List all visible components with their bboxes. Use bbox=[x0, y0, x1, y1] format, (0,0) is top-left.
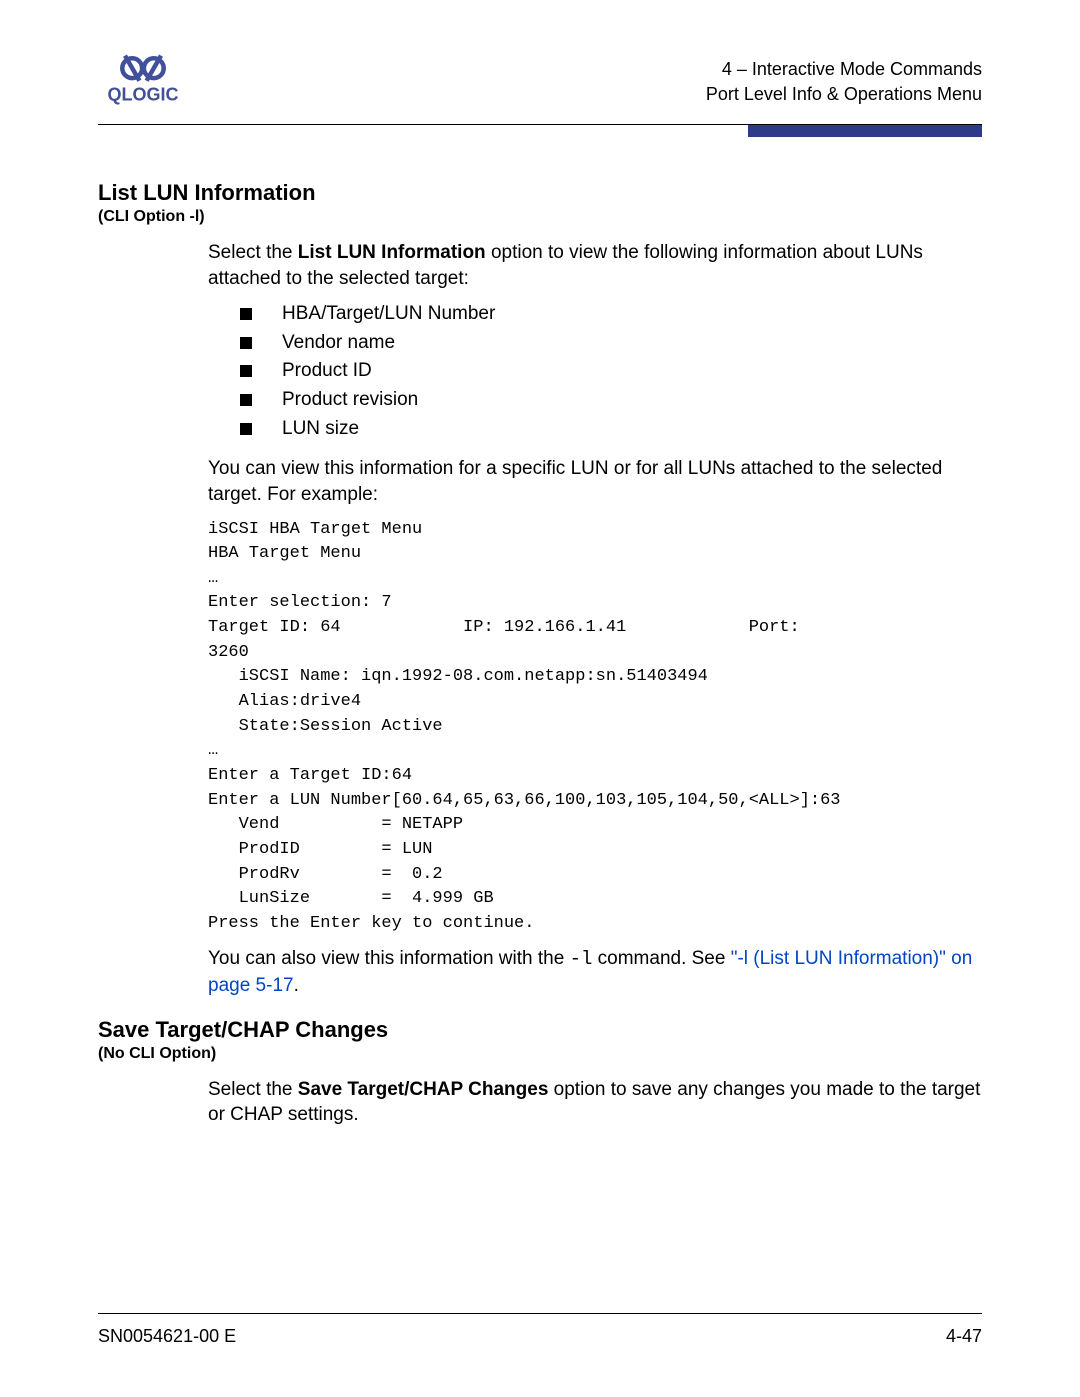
list-item: Vendor name bbox=[240, 330, 982, 357]
page: QLOGIC 4 – Interactive Mode Commands Por… bbox=[0, 0, 1080, 1397]
text: . bbox=[294, 975, 299, 996]
header-right: 4 – Interactive Mode Commands Port Level… bbox=[706, 57, 982, 106]
code-block: iSCSI HBA Target Menu HBA Target Menu … … bbox=[208, 518, 982, 937]
section-sub-list-lun: (CLI Option -l) bbox=[98, 208, 982, 226]
section1-intro: Select the List LUN Information option t… bbox=[208, 240, 982, 291]
section-heading-save-target: Save Target/CHAP Changes bbox=[98, 1017, 982, 1043]
text: command. See bbox=[592, 948, 730, 969]
header-rule bbox=[98, 124, 982, 136]
logo-text: QLOGIC bbox=[108, 85, 179, 105]
header-line-2: Port Level Info & Operations Menu bbox=[706, 82, 982, 106]
list-item: LUN size bbox=[240, 416, 982, 443]
section-sub-save-target: (No CLI Option) bbox=[98, 1045, 982, 1063]
section1-tail: You can also view this information with … bbox=[208, 946, 982, 998]
page-header: QLOGIC 4 – Interactive Mode Commands Por… bbox=[98, 52, 982, 106]
section2-intro: Select the Save Target/CHAP Changes opti… bbox=[208, 1077, 982, 1128]
section1-body: Select the List LUN Information option t… bbox=[208, 240, 982, 999]
text-mono: -l bbox=[570, 948, 593, 970]
section1-para2: You can view this information for a spec… bbox=[208, 456, 982, 507]
header-line-1: 4 – Interactive Mode Commands bbox=[706, 57, 982, 81]
text-bold: Save Target/CHAP Changes bbox=[298, 1079, 549, 1100]
qlogic-logo: QLOGIC bbox=[98, 52, 188, 106]
text: You can also view this information with … bbox=[208, 948, 570, 969]
footer-doc-id: SN0054621-00 E bbox=[98, 1326, 236, 1347]
text: Select the bbox=[208, 1079, 298, 1100]
list-item: Product revision bbox=[240, 387, 982, 414]
section2-body: Select the Save Target/CHAP Changes opti… bbox=[208, 1077, 982, 1128]
page-footer: SN0054621-00 E 4-47 bbox=[98, 1313, 982, 1347]
footer-page-number: 4-47 bbox=[946, 1326, 982, 1347]
bullet-list: HBA/Target/LUN Number Vendor name Produc… bbox=[240, 301, 982, 442]
text-bold: List LUN Information bbox=[298, 242, 486, 263]
section-heading-list-lun: List LUN Information bbox=[98, 180, 982, 206]
header-rule-fill bbox=[748, 125, 982, 137]
list-item: HBA/Target/LUN Number bbox=[240, 301, 982, 328]
list-item: Product ID bbox=[240, 358, 982, 385]
text: Select the bbox=[208, 242, 298, 263]
